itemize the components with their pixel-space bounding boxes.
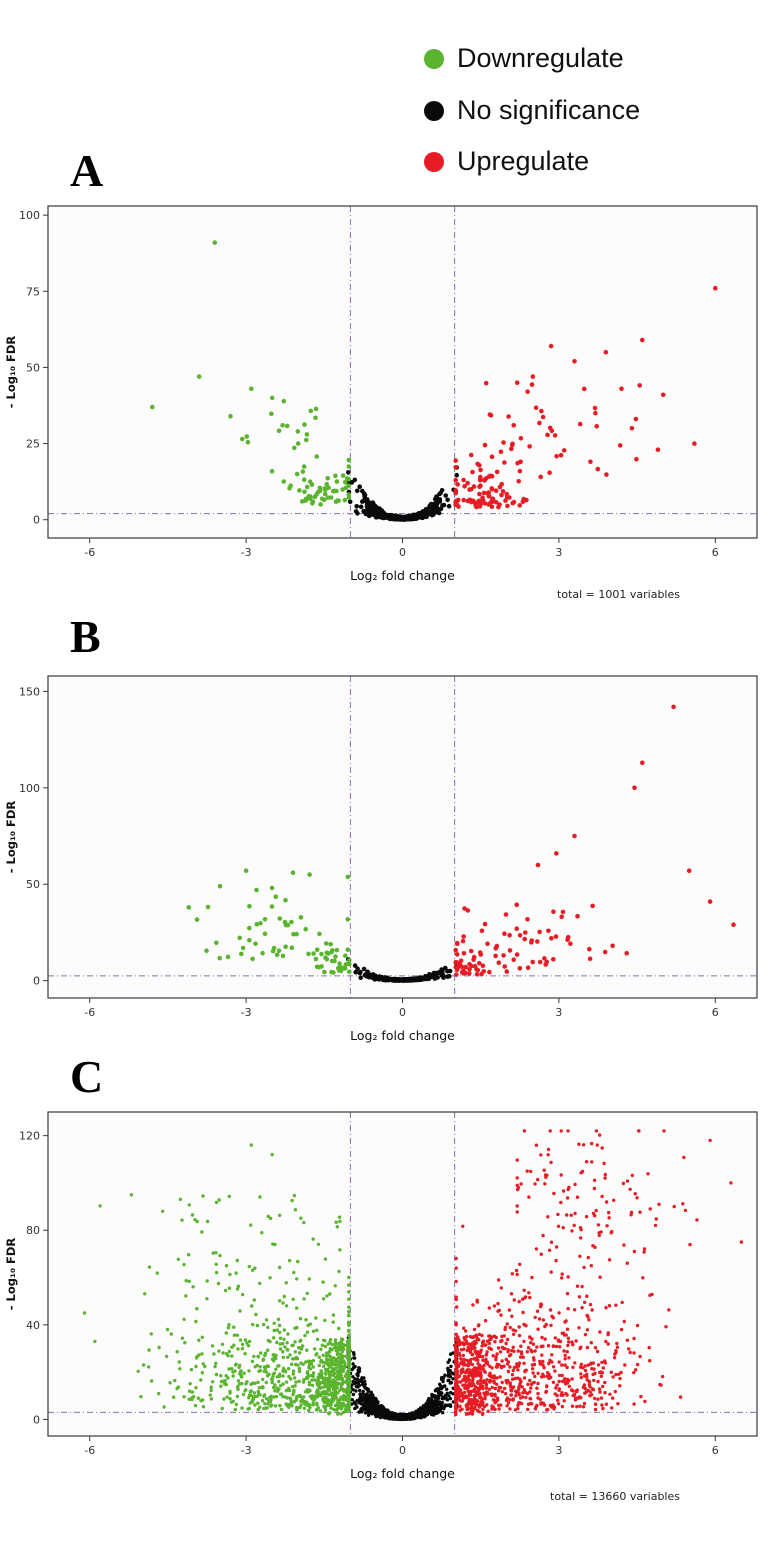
svg-text:Log₂ fold change: Log₂ fold change bbox=[350, 568, 455, 583]
svg-text:40: 40 bbox=[26, 1319, 40, 1332]
svg-text:-3: -3 bbox=[241, 1006, 252, 1019]
svg-text:- Log₁₀ FDR: - Log₁₀ FDR bbox=[4, 1238, 18, 1311]
svg-text:6: 6 bbox=[712, 1006, 719, 1019]
svg-text:total = 13660 variables: total = 13660 variables bbox=[550, 1490, 680, 1503]
legend-label-downregulate: Downregulate bbox=[457, 43, 624, 73]
svg-text:50: 50 bbox=[26, 878, 40, 891]
svg-text:0: 0 bbox=[399, 546, 406, 559]
svg-text:3: 3 bbox=[555, 1444, 562, 1457]
panel-c: C -6 -3 0 3 6 0 40 80 120 Log₂ fold change - Log₁₀… bbox=[0, 1050, 771, 1512]
volcano-plot-b: -6 -3 0 3 6 0 50 100 150 Log₂ fold change - Log₁₀ … bbox=[0, 664, 771, 1052]
svg-text:-6: -6 bbox=[84, 1444, 95, 1457]
svg-text:100: 100 bbox=[19, 782, 40, 795]
svg-text:0: 0 bbox=[33, 1413, 40, 1426]
svg-text:Log₂ fold change: Log₂ fold change bbox=[350, 1466, 455, 1481]
svg-text:-3: -3 bbox=[241, 546, 252, 559]
svg-text:-6: -6 bbox=[84, 1006, 95, 1019]
legend-label-no-significance: No significance bbox=[457, 94, 641, 125]
volcano-chart-svg: -6 -3 0 3 6 0 40 80 120 Log₂ fold change - Log₁₀ F… bbox=[4, 1111, 758, 1503]
svg-text:75: 75 bbox=[26, 285, 40, 298]
svg-text:Log₂ fold change: Log₂ fold change bbox=[350, 1028, 455, 1043]
legend-item-downregulate: Downregulate bbox=[424, 43, 640, 74]
svg-text:25: 25 bbox=[26, 438, 40, 451]
svg-text:0: 0 bbox=[399, 1006, 406, 1019]
panel-b-letter: B bbox=[70, 611, 101, 662]
legend-item-no-significance: No significance bbox=[424, 94, 641, 126]
svg-text:- Log₁₀ FDR: - Log₁₀ FDR bbox=[4, 801, 18, 874]
svg-text:- Log₁₀ FDR: - Log₁₀ FDR bbox=[4, 336, 18, 409]
svg-text:-3: -3 bbox=[241, 1444, 252, 1457]
svg-text:6: 6 bbox=[712, 1444, 719, 1457]
svg-text:0: 0 bbox=[399, 1444, 406, 1457]
svg-text:100: 100 bbox=[19, 209, 40, 222]
svg-text:80: 80 bbox=[26, 1224, 40, 1237]
svg-text:-6: -6 bbox=[84, 546, 95, 559]
volcano-plot-a: -6 -3 0 3 6 0 25 50 75 100 Log₂ fold change - Log₁₀… bbox=[0, 194, 771, 606]
svg-text:6: 6 bbox=[712, 546, 719, 559]
legend-label-upregulate: Upregulate bbox=[457, 146, 590, 177]
legend: Downregulate No significance Upregulate bbox=[424, 43, 641, 177]
svg-text:50: 50 bbox=[26, 361, 40, 374]
svg-text:120: 120 bbox=[19, 1130, 40, 1143]
downregulate-dot-icon bbox=[424, 48, 444, 69]
upregulate-dot-icon bbox=[424, 152, 444, 173]
panel-c-letter: C bbox=[70, 1051, 104, 1102]
svg-text:total = 1001 variables: total = 1001 variables bbox=[557, 588, 680, 601]
panel-b: B -6 -3 0 3 6 0 50 100 150 Log₂ fold change - Log₁… bbox=[0, 606, 771, 1050]
svg-text:0: 0 bbox=[33, 514, 40, 527]
svg-text:3: 3 bbox=[555, 1006, 562, 1019]
volcano-chart-svg: -6 -3 0 3 6 0 25 50 75 100 Log₂ fold change - Log₁₀… bbox=[4, 205, 758, 601]
legend-item-upregulate: Upregulate bbox=[424, 147, 640, 177]
panel-a: A -6 -3 0 3 6 0 25 50 75 100 Log₂ fold change - Log… bbox=[0, 148, 771, 606]
volcano-chart-svg: -6 -3 0 3 6 0 50 100 150 Log₂ fold change - Log₁₀ … bbox=[4, 675, 758, 1043]
svg-text:0: 0 bbox=[33, 975, 40, 988]
panel-a-letter: A bbox=[70, 145, 104, 196]
no-significance-dot-icon bbox=[424, 100, 444, 121]
volcano-plot-c: -6 -3 0 3 6 0 40 80 120 Log₂ fold change - Log₁₀ F… bbox=[0, 1106, 771, 1510]
svg-text:3: 3 bbox=[555, 546, 562, 559]
svg-text:150: 150 bbox=[19, 685, 40, 698]
